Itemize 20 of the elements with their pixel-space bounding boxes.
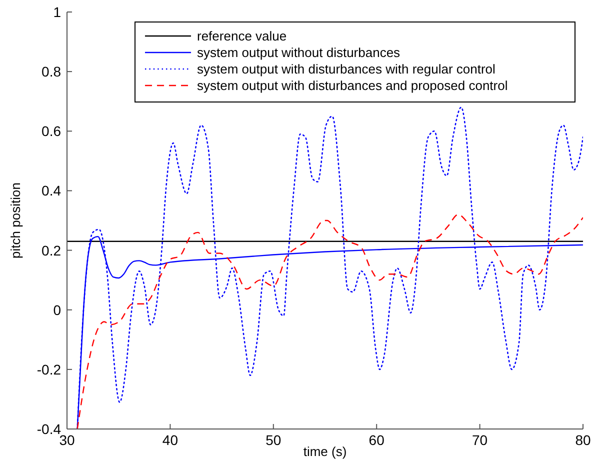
legend-label: system output without disturbances bbox=[197, 45, 401, 60]
legend-label: system output with disturbances with regular control bbox=[197, 62, 496, 76]
x-axis-title: time (s) bbox=[303, 444, 347, 459]
y-tick-label: 0.6 bbox=[42, 123, 62, 140]
x-tick-label: 80 bbox=[575, 432, 591, 448]
y-axis-title: pitch position bbox=[8, 182, 23, 258]
x-tick-label: 30 bbox=[59, 432, 75, 448]
y-tick-label: 0 bbox=[53, 302, 62, 318]
x-tick-label: 40 bbox=[162, 432, 178, 448]
legend-label: reference value bbox=[197, 28, 287, 44]
y-tick-label: 1 bbox=[53, 4, 62, 20]
legend-label: system output with disturbances and proposed control bbox=[197, 78, 508, 93]
x-tick-label: 50 bbox=[266, 432, 282, 448]
y-tick-label: 0.8 bbox=[42, 64, 62, 80]
x-tick-label: 60 bbox=[368, 432, 385, 448]
y-tick-label: 0.2 bbox=[42, 242, 62, 258]
y-tick-label: 0.4 bbox=[42, 182, 62, 199]
y-tick-label: -0.4 bbox=[36, 421, 62, 437]
y-tick-label: -0.2 bbox=[36, 361, 62, 378]
x-tick-label: 70 bbox=[472, 432, 488, 448]
